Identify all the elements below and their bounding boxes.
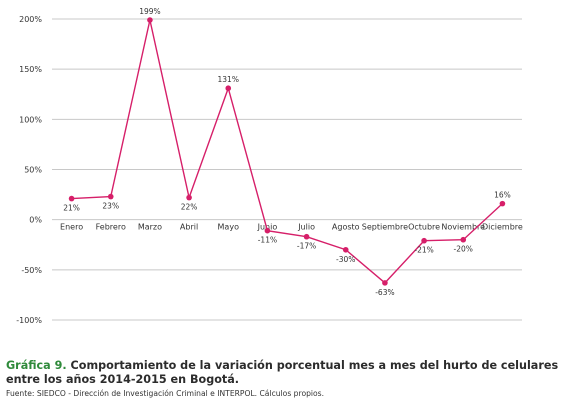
x-tick-label: Noviembre <box>441 223 485 232</box>
data-point <box>68 195 75 202</box>
data-point <box>107 193 114 200</box>
caption-text: Comportamiento de la variación porcentua… <box>6 359 559 386</box>
data-point <box>499 200 506 207</box>
data-point <box>147 17 153 23</box>
data-label: -11% <box>258 236 277 245</box>
data-label: -21% <box>414 246 433 255</box>
data-point <box>186 194 192 201</box>
y-tick-label: -50% <box>21 266 42 275</box>
figure-caption: Gráfica 9. Comportamiento de la variació… <box>6 359 576 387</box>
data-label: 16% <box>494 191 511 200</box>
data-label: 23% <box>102 202 119 211</box>
data-label: 22% <box>181 203 198 212</box>
y-tick-label: 0% <box>29 216 42 225</box>
data-label: -30% <box>336 255 355 264</box>
data-label: -20% <box>454 245 473 254</box>
x-tick-label: Agosto <box>332 223 360 232</box>
data-label: 199% <box>139 7 160 16</box>
data-point <box>303 233 310 240</box>
caption-label: Gráfica 9. <box>6 359 67 372</box>
data-label: -17% <box>297 242 316 251</box>
x-tick-label: Enero <box>60 223 83 232</box>
x-tick-label: Mayo <box>218 223 240 232</box>
x-tick-label: Febrero <box>96 223 126 232</box>
x-tick-label: Diciembre <box>482 223 523 232</box>
data-label: 131% <box>218 75 239 84</box>
x-tick-label: Marzo <box>138 223 162 232</box>
series-line <box>71 19 503 284</box>
y-tick-label: 200% <box>19 15 42 24</box>
x-tick-label: Abril <box>180 223 198 232</box>
y-tick-label: 100% <box>19 115 42 124</box>
data-point <box>264 227 271 234</box>
data-point <box>225 85 232 92</box>
line-chart: 200% 150% 100% 50% 0% -50% -100% Enero Febrero Ma… <box>16 7 523 325</box>
data-point <box>460 236 467 243</box>
x-tick-label: Julio <box>297 223 315 232</box>
source-note: Fuente: SIEDCO - Dirección de Investigac… <box>6 389 325 398</box>
data-label: 21% <box>63 204 80 213</box>
data-point <box>342 246 349 253</box>
y-tick-label: -100% <box>16 316 42 325</box>
data-point <box>421 237 427 244</box>
data-label: -63% <box>375 288 394 297</box>
y-tick-label: 50% <box>24 166 42 175</box>
x-tick-label: Octubre <box>408 223 440 232</box>
data-point <box>382 280 388 286</box>
y-tick-label: 150% <box>19 65 42 74</box>
x-tick-label: Septiembre <box>362 223 408 232</box>
